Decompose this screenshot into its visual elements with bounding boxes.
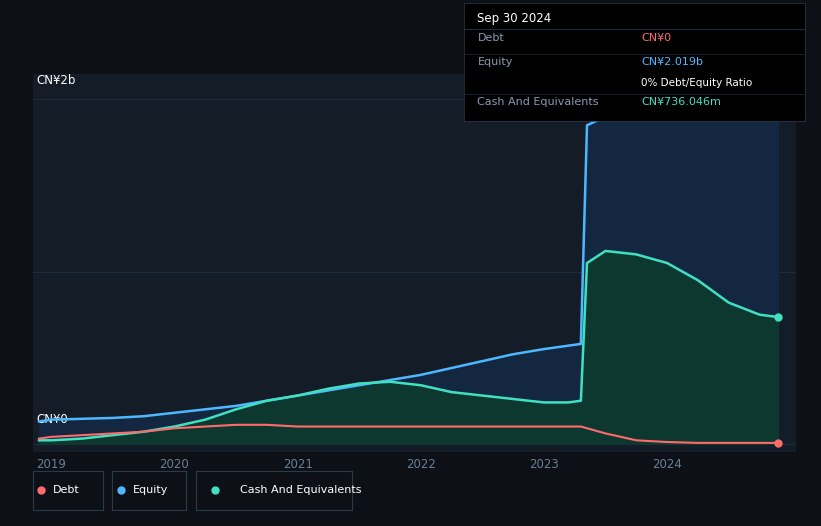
Text: CN¥0: CN¥0 xyxy=(641,34,671,44)
Text: Sep 30 2024: Sep 30 2024 xyxy=(478,12,552,25)
Text: Cash And Equivalents: Cash And Equivalents xyxy=(240,485,361,495)
Text: Cash And Equivalents: Cash And Equivalents xyxy=(478,97,599,107)
Text: Debt: Debt xyxy=(53,485,79,495)
Text: Equity: Equity xyxy=(133,485,168,495)
Text: CN¥2b: CN¥2b xyxy=(37,74,76,87)
Text: CN¥0: CN¥0 xyxy=(37,413,68,426)
Text: 0% Debt/Equity Ratio: 0% Debt/Equity Ratio xyxy=(641,78,752,88)
Text: CN¥2.019b: CN¥2.019b xyxy=(641,57,703,67)
Text: CN¥736.046m: CN¥736.046m xyxy=(641,97,721,107)
Text: Equity: Equity xyxy=(478,57,513,67)
Text: Debt: Debt xyxy=(478,34,504,44)
